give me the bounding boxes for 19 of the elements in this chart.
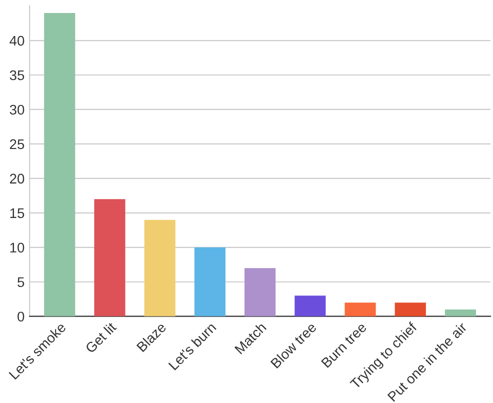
y-tick-label: 10	[10, 242, 24, 253]
x-tick-label: Get lit	[84, 321, 117, 354]
bar	[444, 309, 476, 316]
bar	[294, 296, 326, 316]
y-tick-label: 20	[10, 174, 24, 184]
y-tick-label: 40	[10, 36, 24, 46]
bar	[344, 302, 376, 316]
bar	[44, 12, 76, 316]
y-tick-label: 30	[10, 104, 24, 115]
y-tick-label: 25	[10, 139, 24, 150]
y-tick-label: 0	[18, 312, 24, 322]
y-tick-label: 15	[10, 208, 24, 218]
bar	[144, 220, 176, 316]
bar	[394, 302, 426, 316]
bar	[244, 268, 276, 316]
bar	[194, 247, 226, 316]
bar	[94, 199, 126, 316]
y-tick-label: 35	[10, 70, 24, 80]
y-tick-label: 5	[18, 277, 24, 288]
